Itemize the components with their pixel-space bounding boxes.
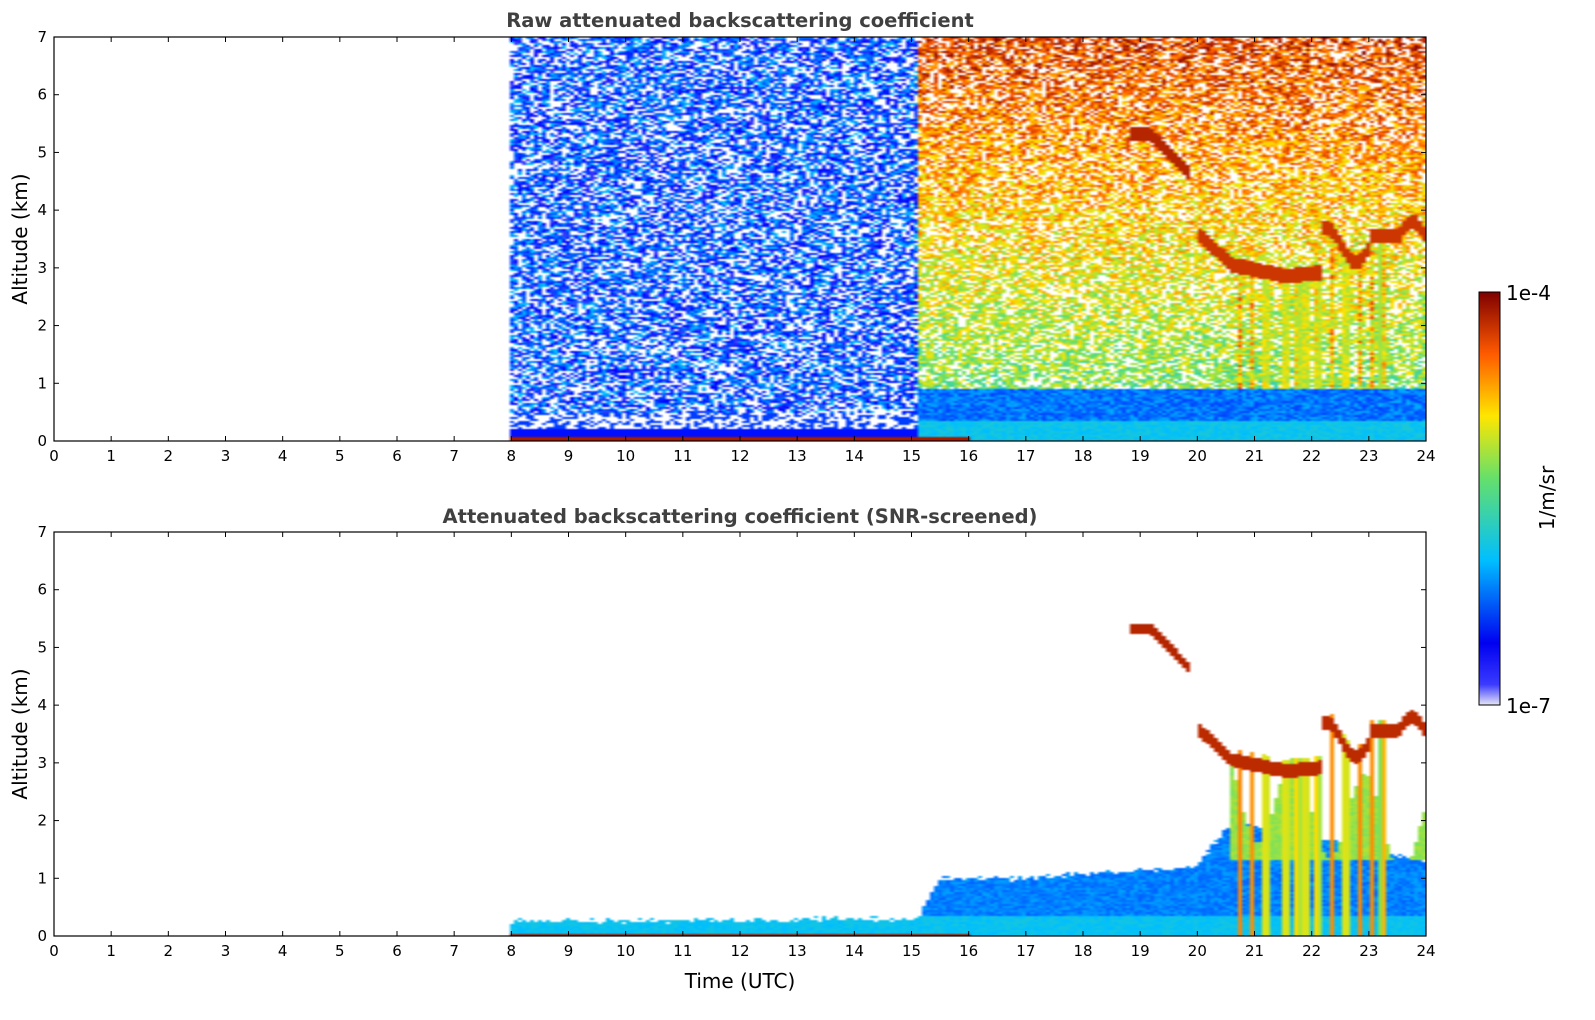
panel1-x-ticks: 0 1 2 3 4 5 6 7 8 9 10 11 12 13 14 15 16 17 18 19 20 21 22 23 24 (49, 37, 1436, 465)
y-tick-label: 7 (37, 28, 47, 46)
panel2-ylabel: Altitude (km) (8, 668, 32, 799)
x-tick-label: 15 (902, 942, 921, 960)
x-tick-label: 15 (902, 447, 921, 465)
x-tick-label: 12 (730, 447, 749, 465)
x-tick-label: 4 (278, 447, 288, 465)
x-tick-label: 6 (392, 447, 402, 465)
x-tick-label: 22 (1302, 447, 1321, 465)
heatmap-image (54, 532, 1426, 936)
x-tick-label: 9 (564, 447, 574, 465)
x-tick-label: 4 (278, 942, 288, 960)
x-tick-label: 0 (49, 942, 59, 960)
x-tick-label: 7 (449, 447, 459, 465)
panel2-y-ticks: 0 1 2 3 4 5 6 7 (37, 523, 1426, 945)
colorbar-units-label: 1/m/sr (1535, 465, 1559, 530)
x-tick-label: 2 (164, 942, 174, 960)
x-tick-label: 23 (1359, 942, 1378, 960)
y-tick-label: 0 (37, 432, 47, 450)
y-tick-label: 6 (37, 581, 47, 599)
y-tick-label: 4 (37, 201, 47, 219)
x-tick-label: 24 (1416, 942, 1435, 960)
heatmap-image (54, 37, 1426, 441)
x-tick-label: 16 (959, 942, 978, 960)
x-tick-label: 10 (616, 942, 635, 960)
x-tick-label: 13 (788, 447, 807, 465)
x-tick-label: 5 (335, 942, 345, 960)
x-tick-label: 3 (221, 942, 231, 960)
x-tick-label: 24 (1416, 447, 1435, 465)
x-tick-label: 13 (788, 942, 807, 960)
colorbar-max-label: 1e-4 (1506, 281, 1551, 305)
x-tick-label: 14 (845, 942, 864, 960)
y-tick-label: 2 (37, 317, 47, 335)
x-tick-label: 20 (1188, 942, 1207, 960)
x-tick-label: 6 (392, 942, 402, 960)
y-tick-label: 5 (37, 638, 47, 656)
x-tick-label: 16 (959, 447, 978, 465)
x-tick-label: 0 (49, 447, 59, 465)
y-tick-label: 1 (37, 374, 47, 392)
x-tick-label: 2 (164, 447, 174, 465)
y-tick-label: 0 (37, 927, 47, 945)
y-tick-label: 6 (37, 86, 47, 104)
x-tick-label: 11 (673, 942, 692, 960)
x-tick-label: 5 (335, 447, 345, 465)
y-tick-label: 5 (37, 143, 47, 161)
colorbar-min-label: 1e-7 (1506, 694, 1551, 718)
panel2-x-ticks: 0 1 2 3 4 5 6 7 8 9 10 11 12 13 14 15 16 17 18 19 20 21 22 23 24 (49, 532, 1436, 960)
panel2-xlabel: Time (UTC) (684, 969, 796, 993)
colorbar (1478, 291, 1501, 706)
panel1-ylabel: Altitude (km) (8, 173, 32, 304)
panel2-heatmap (54, 532, 1426, 936)
x-tick-label: 7 (449, 942, 459, 960)
x-tick-label: 19 (1131, 447, 1150, 465)
y-tick-label: 1 (37, 869, 47, 887)
x-tick-label: 1 (106, 942, 116, 960)
x-tick-label: 21 (1245, 447, 1264, 465)
x-tick-label: 12 (730, 942, 749, 960)
y-tick-label: 7 (37, 523, 47, 541)
x-tick-label: 9 (564, 942, 574, 960)
x-tick-label: 11 (673, 447, 692, 465)
y-tick-label: 3 (37, 754, 47, 772)
x-tick-label: 18 (1073, 942, 1092, 960)
y-tick-label: 4 (37, 696, 47, 714)
x-tick-label: 8 (507, 447, 517, 465)
x-tick-label: 14 (845, 447, 864, 465)
panel1-heatmap (54, 37, 1426, 441)
x-tick-label: 8 (507, 942, 517, 960)
panel1-y-ticks: 0 1 2 3 4 5 6 7 (37, 28, 1426, 450)
x-tick-label: 17 (1016, 447, 1035, 465)
panel2-title: Attenuated backscattering coefficient (S… (443, 505, 1038, 528)
x-tick-label: 21 (1245, 942, 1264, 960)
x-tick-label: 1 (106, 447, 116, 465)
x-tick-label: 3 (221, 447, 231, 465)
x-tick-label: 23 (1359, 447, 1378, 465)
x-tick-label: 18 (1073, 447, 1092, 465)
y-tick-label: 3 (37, 259, 47, 277)
y-tick-label: 2 (37, 812, 47, 830)
panel1-title: Raw attenuated backscattering coefficien… (506, 9, 974, 32)
x-tick-label: 17 (1016, 942, 1035, 960)
x-tick-label: 19 (1131, 942, 1150, 960)
x-tick-label: 22 (1302, 942, 1321, 960)
x-tick-label: 20 (1188, 447, 1207, 465)
x-tick-label: 10 (616, 447, 635, 465)
